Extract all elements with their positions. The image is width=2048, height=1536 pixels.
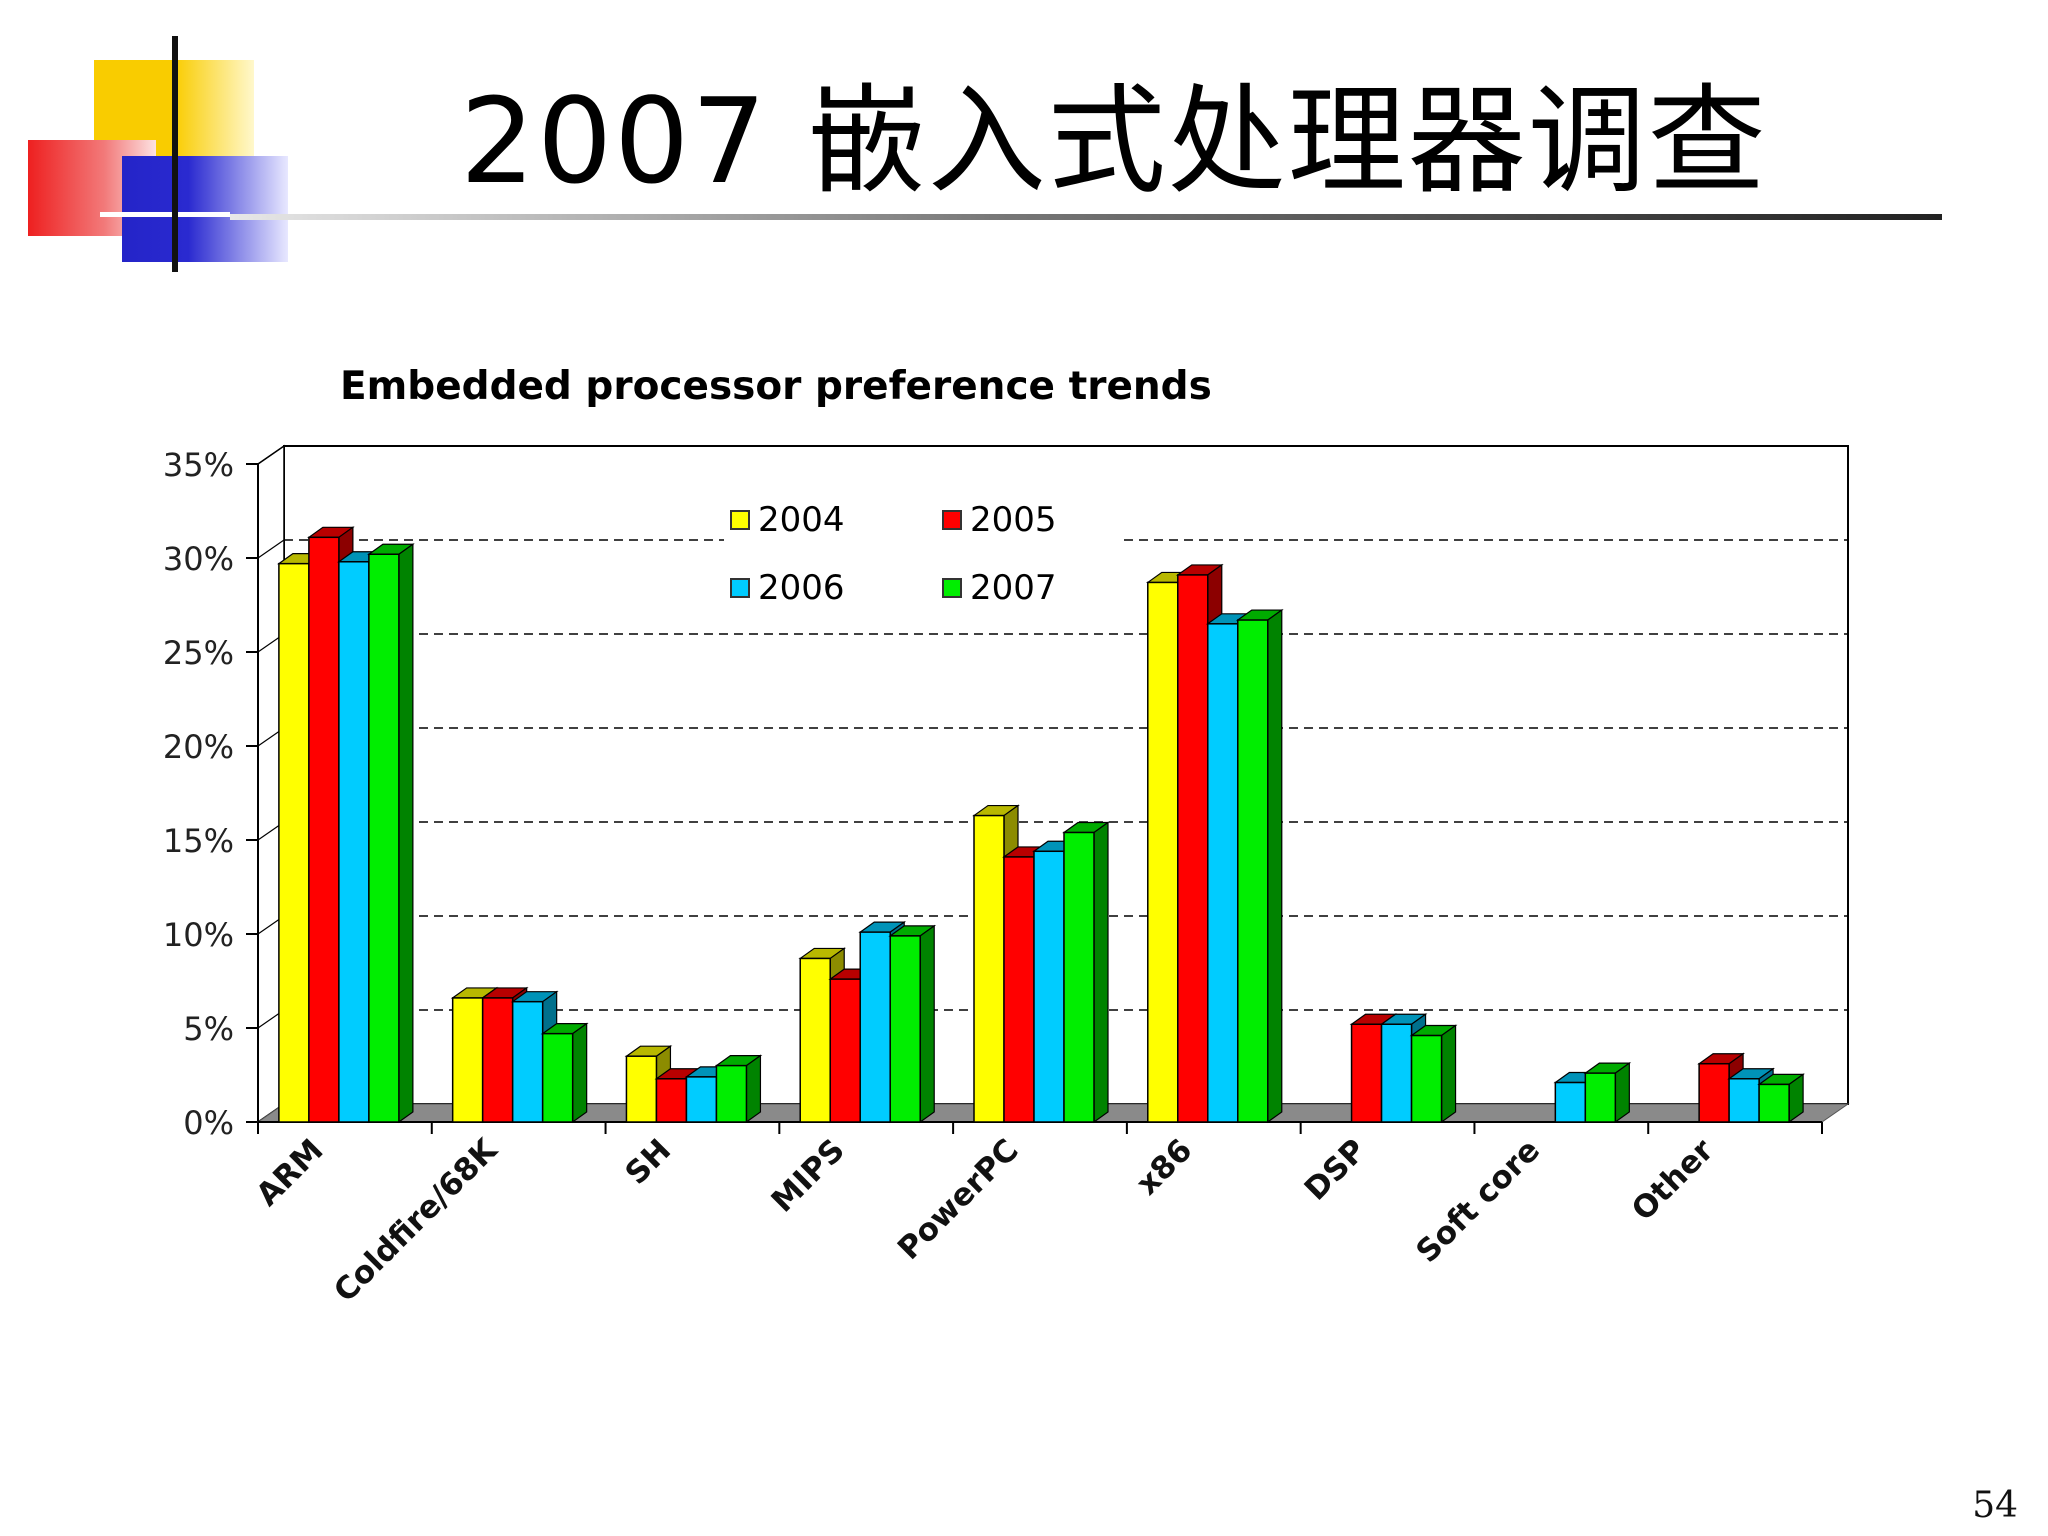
bar-side-2007: [572, 1022, 588, 1124]
x-tick-label: PowerPC: [891, 1132, 1026, 1267]
bar-2007: [1410, 1034, 1443, 1123]
bar-2006: [511, 1000, 544, 1123]
title-underline: [230, 214, 1942, 220]
y-tick-label: 10%: [163, 916, 234, 954]
bar-side-2007: [1440, 1024, 1457, 1124]
legend-item-2007: 2007: [942, 568, 1057, 608]
side-gridline: [257, 539, 285, 559]
bar-side-2007: [1267, 608, 1283, 1124]
legend-item-2006: 2006: [730, 568, 845, 608]
bar-2005: [1177, 574, 1209, 1123]
legend-swatch-icon: [942, 578, 962, 598]
bar-2006: [859, 931, 891, 1123]
legend-label: 2004: [758, 500, 845, 540]
bar-2004: [625, 1055, 658, 1123]
x-tick-label: ARM: [249, 1132, 330, 1213]
bar-2007: [715, 1064, 748, 1123]
bar-2005: [1698, 1062, 1730, 1123]
bar-side-2007: [919, 924, 935, 1124]
legend-label: 2005: [970, 500, 1057, 540]
bar-2004: [799, 957, 831, 1123]
legend-item-2004: 2004: [730, 500, 845, 540]
legend-swatch-icon: [942, 510, 962, 530]
x-tick-label: Coldfire/68K: [327, 1132, 505, 1310]
legend-label: 2006: [758, 568, 845, 608]
x-tick-label: SH: [619, 1132, 679, 1192]
bar-2007: [1584, 1072, 1617, 1123]
bar-2006: [1554, 1081, 1587, 1123]
bar-2007: [368, 553, 400, 1123]
side-gridline: [257, 445, 285, 465]
y-tick-label: 30%: [163, 540, 234, 578]
page-number: 54: [1972, 1485, 2018, 1526]
legend-label: 2007: [970, 568, 1057, 608]
bar-2007: [1237, 619, 1269, 1123]
x-tick-label: x86: [1129, 1132, 1199, 1202]
y-tick-label: 5%: [183, 1010, 234, 1048]
decor-white-line: [100, 212, 230, 217]
bar-2005: [1350, 1023, 1383, 1123]
y-tick-label: 15%: [163, 822, 234, 860]
bar-2006: [1207, 623, 1239, 1123]
legend-item-2005: 2005: [942, 500, 1057, 540]
y-tick-label: 35%: [163, 446, 234, 484]
bar-2005: [829, 978, 861, 1123]
x-tick-label: MIPS: [765, 1132, 852, 1219]
bar-2007: [1758, 1083, 1790, 1123]
chart-legend: 2004 2005 2006 2007: [724, 496, 1124, 612]
bar-2004: [278, 562, 310, 1123]
legend-swatch-icon: [730, 510, 750, 530]
bar-side-2007: [398, 543, 414, 1124]
bar-side-2007: [1614, 1061, 1630, 1124]
bar-side-2007: [1093, 821, 1109, 1124]
bar-2006: [338, 561, 370, 1123]
bar-2005: [1003, 856, 1035, 1123]
x-tick-label: Soft core: [1409, 1132, 1547, 1270]
bar-2006: [1380, 1023, 1413, 1123]
bar-2007: [1063, 831, 1095, 1123]
bar-side-2007: [745, 1054, 762, 1124]
bar-2005: [481, 997, 514, 1123]
bar-2005: [655, 1078, 688, 1123]
y-tick-label: 0%: [183, 1104, 234, 1142]
y-tick-label: 25%: [163, 634, 234, 672]
decor-blue-block: [122, 156, 288, 262]
bar-2004: [1147, 581, 1179, 1123]
bar-2006: [1728, 1078, 1760, 1123]
bar-2006: [1033, 850, 1065, 1123]
bar-2005: [308, 536, 340, 1123]
bar-2006: [685, 1076, 718, 1123]
bar-2007: [541, 1032, 574, 1123]
decor-vertical-line: [172, 36, 178, 272]
bar-2004: [451, 997, 484, 1123]
x-tick-label: DSP: [1298, 1132, 1374, 1208]
chart-title: Embedded processor preference trends: [340, 364, 1212, 409]
bar-2004: [973, 814, 1005, 1123]
y-tick-label: 20%: [163, 728, 234, 766]
legend-swatch-icon: [730, 578, 750, 598]
bar-2007: [889, 935, 921, 1123]
slide-title: 2007 嵌入式处理器调查: [460, 72, 1768, 210]
x-tick-label: Other: [1625, 1132, 1721, 1228]
